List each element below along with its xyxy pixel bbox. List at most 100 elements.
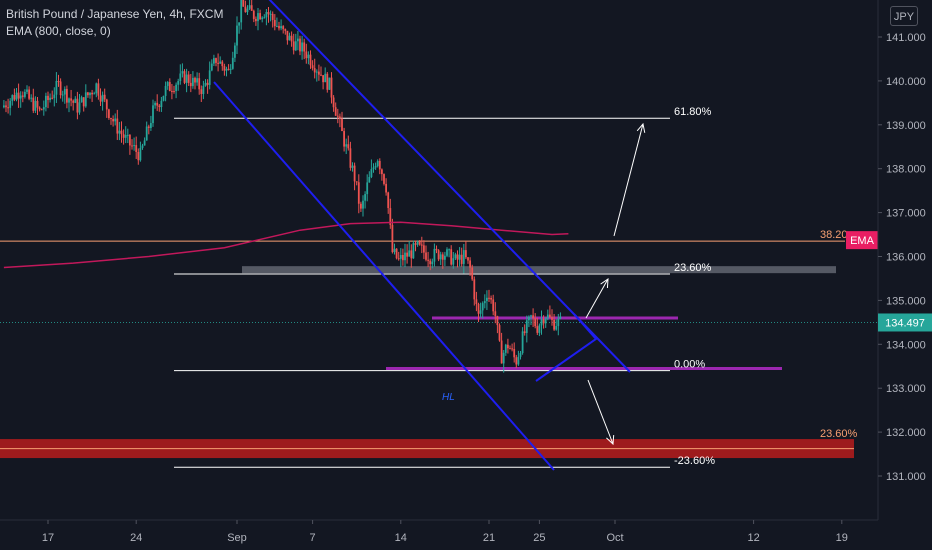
candle-body (294, 41, 297, 51)
ema-level-value: 38.20 (820, 229, 848, 241)
chart-legend: British Pound / Japanese Yen, 4h, FXCM E… (6, 6, 223, 40)
candle-body (273, 19, 276, 27)
candle-body (231, 57, 234, 69)
time-tick-label: 14 (395, 532, 407, 544)
candle-body (322, 75, 324, 83)
candle-body (353, 165, 356, 182)
candle-body (471, 267, 474, 280)
candle-body (236, 25, 238, 46)
candle-body (162, 95, 165, 101)
candle-body (519, 353, 522, 357)
candle-body (425, 252, 427, 260)
candle-body (59, 81, 62, 96)
candle-body (51, 97, 54, 99)
candle-body (542, 319, 545, 324)
candle-body (147, 126, 150, 128)
candle-body (80, 97, 83, 103)
candle-body (431, 261, 434, 265)
arrow-up-breakout (585, 278, 609, 319)
candle-body (95, 83, 98, 94)
candle-body (55, 81, 58, 95)
candle-body (164, 85, 167, 96)
candle-body (284, 29, 287, 31)
candle-body (13, 95, 16, 100)
candle-body (523, 331, 526, 333)
candle-body (515, 357, 518, 365)
candle-body (502, 352, 505, 364)
candle-body (397, 258, 400, 260)
candle-body (286, 30, 289, 41)
candle-body (469, 260, 471, 268)
candle-body (49, 97, 51, 100)
grey-resistance-zone (242, 266, 836, 274)
candle-body (263, 17, 266, 19)
candle-body (368, 176, 371, 183)
candle-body (498, 325, 501, 341)
candle-body (324, 73, 327, 83)
candle-body (540, 319, 543, 326)
candle-body (66, 88, 68, 103)
candle-body (402, 254, 404, 261)
candle-body (334, 107, 337, 116)
candle-body (36, 100, 39, 108)
candle-body (276, 25, 278, 27)
currency-button[interactable]: JPY (890, 6, 918, 26)
candle-body (477, 304, 480, 314)
time-tick-label: 19 (836, 532, 848, 544)
candle-body (196, 78, 198, 83)
candle-body (208, 70, 211, 85)
candle-body (330, 77, 333, 98)
candle-body (494, 311, 497, 317)
candle-body (280, 26, 282, 29)
time-tick-label: 7 (310, 532, 316, 544)
candle-body (374, 166, 377, 168)
candle-body (339, 116, 341, 119)
candle-body (381, 169, 383, 175)
candle-body (355, 181, 358, 183)
candle-body (492, 299, 495, 312)
candle-body (19, 95, 22, 99)
candle-body (129, 134, 131, 146)
candle-body (378, 160, 381, 170)
candle-body (483, 301, 486, 304)
candle-body (204, 82, 207, 86)
candle-body (559, 316, 562, 319)
candle-body (63, 88, 66, 95)
candle-body (313, 68, 316, 73)
candle-body (450, 249, 453, 265)
candle-body (185, 74, 188, 83)
candle-body (215, 58, 217, 63)
candle-body (517, 356, 520, 365)
hl-annotation: HL (442, 392, 455, 403)
candle-body (383, 174, 385, 184)
candle-body (437, 250, 440, 260)
candle-body (341, 118, 343, 132)
candle-body (332, 97, 335, 108)
candle-body (452, 258, 455, 265)
candle-body (171, 91, 173, 93)
candle-body (108, 109, 110, 119)
candle-body (42, 107, 45, 110)
candle-body (454, 254, 457, 259)
candle-body (530, 315, 532, 317)
candle-body (198, 78, 201, 90)
candle-body (110, 118, 112, 120)
candle-body (82, 97, 85, 107)
candle-body (242, 0, 245, 7)
candle-body (475, 299, 478, 305)
candle-body (152, 105, 154, 124)
candle-body (486, 297, 488, 302)
candle-body (177, 81, 180, 85)
candle-body (227, 68, 230, 70)
drawings[interactable]: HL (213, 0, 646, 471)
candle-body (357, 182, 360, 204)
fib-level-label: 23.60% (674, 262, 712, 274)
price-tick-label: 140.000 (886, 76, 926, 88)
price-tick-label: 138.000 (886, 164, 926, 176)
candle-body (250, 5, 253, 11)
candle-body (460, 254, 463, 264)
candle-body (229, 68, 232, 70)
candle-body (156, 102, 159, 106)
candle-body (521, 331, 524, 354)
